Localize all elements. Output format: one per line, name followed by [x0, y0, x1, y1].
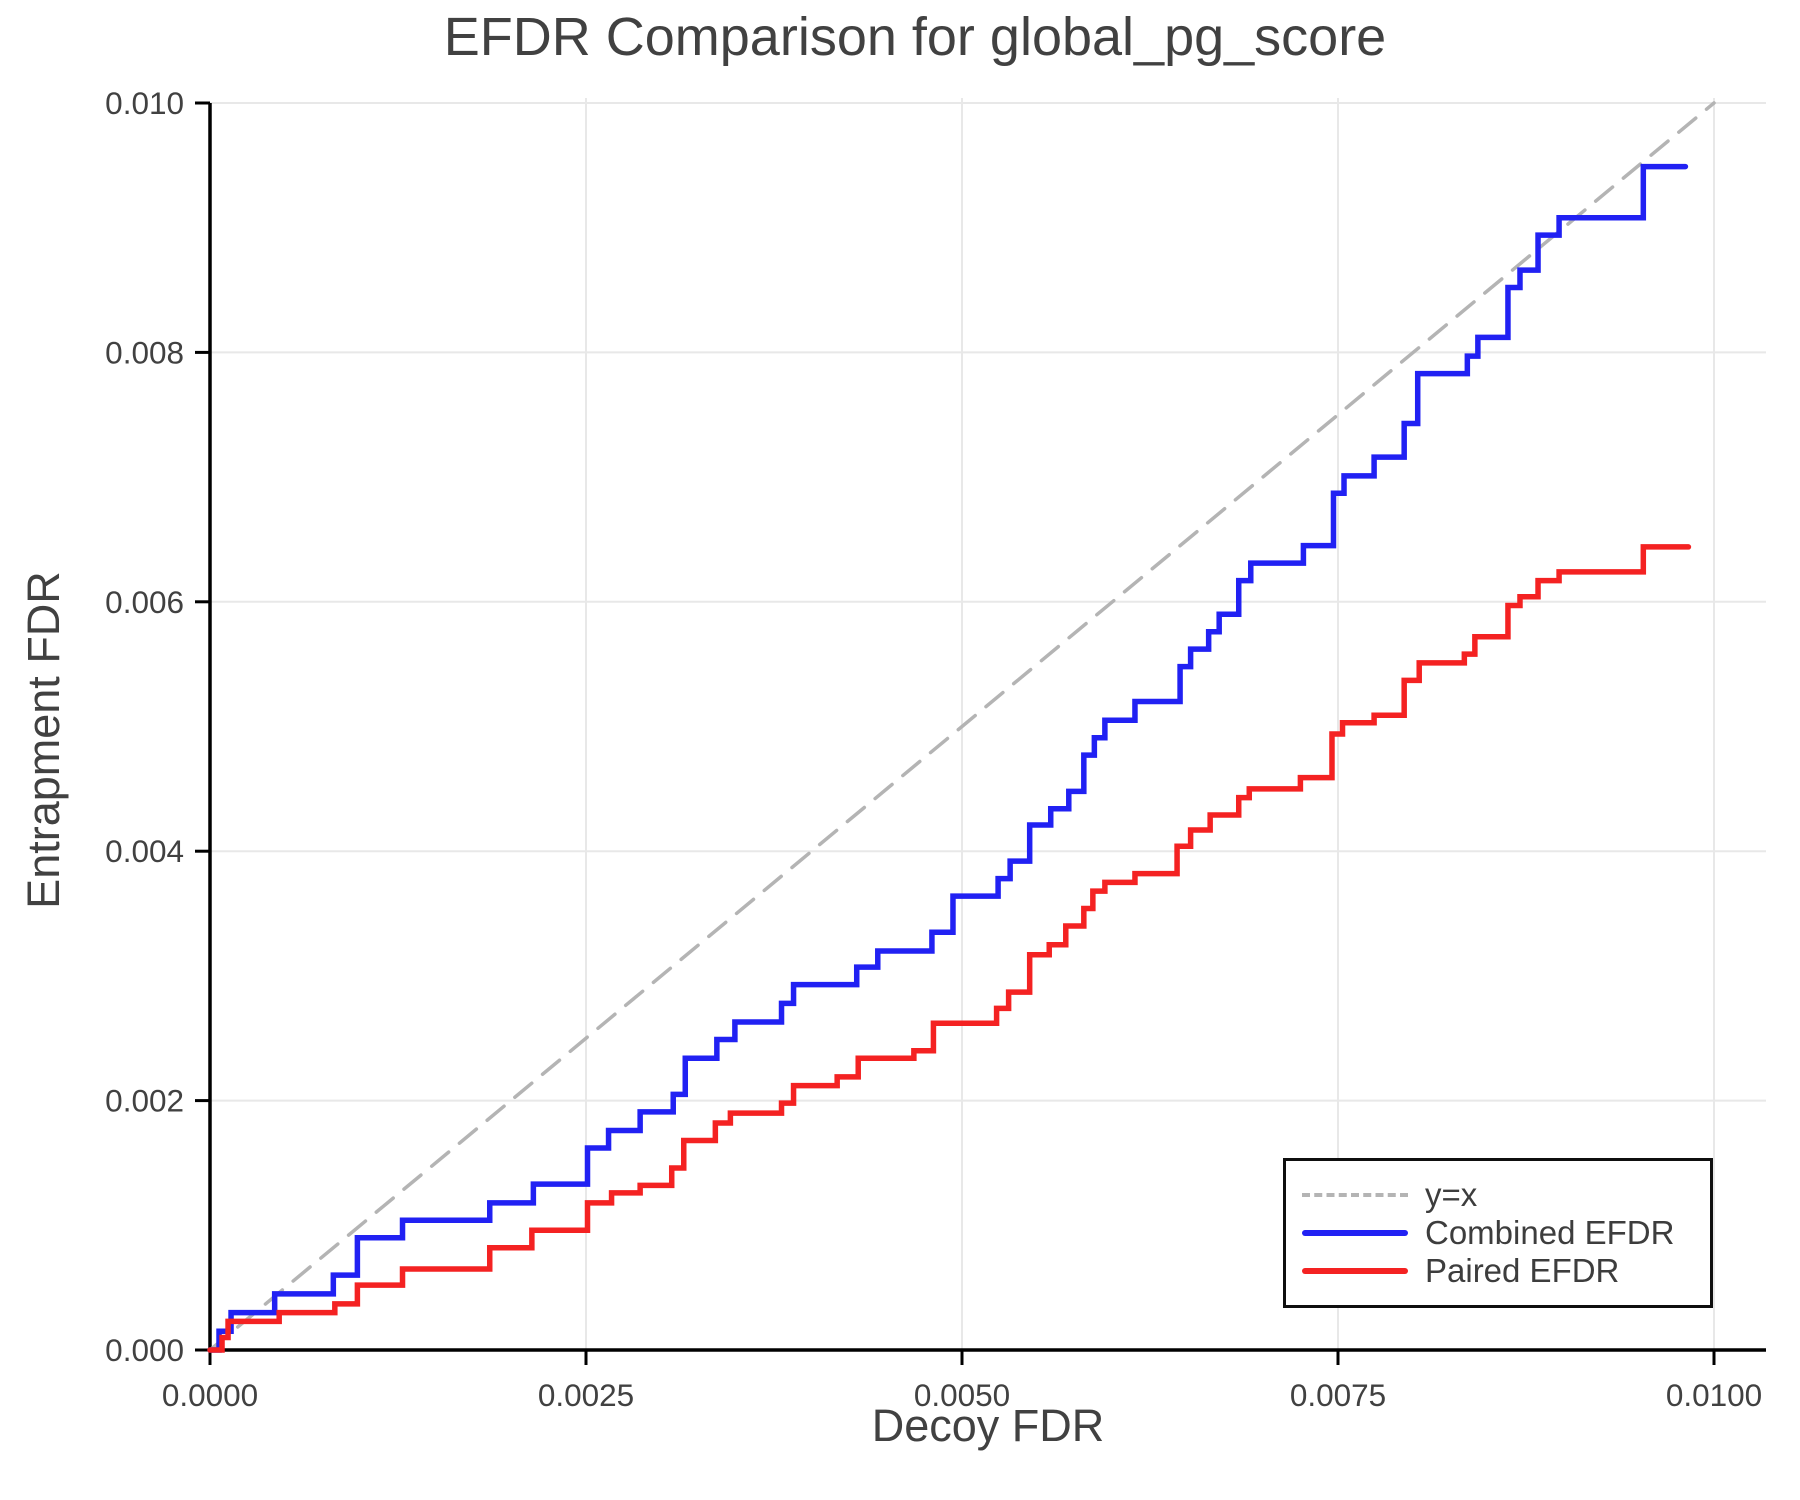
y-tick-label: 0.006 [105, 584, 184, 620]
y-tick-label: 0.010 [105, 85, 184, 121]
series-y-x [208, 101, 1716, 1352]
x-axis-label: Decoy FDR [871, 1400, 1105, 1451]
x-tick-label: 0.0075 [1290, 1377, 1386, 1413]
y-tick-label: 0.004 [105, 833, 184, 869]
series-paired-efdr [207, 544, 1692, 1353]
legend-combined-line-swatch [1302, 1230, 1408, 1236]
legend: y=x Combined EFDR Paired EFDR [1283, 1158, 1713, 1308]
x-tick-label: 0.0000 [162, 1377, 258, 1413]
x-tick-label: 0.0100 [1666, 1377, 1762, 1413]
legend-entry-yx: y=x [1302, 1176, 1710, 1214]
y-tick-label: 0.008 [105, 334, 184, 370]
chart-title: EFDR Comparison for global_pg_score [443, 7, 1387, 67]
legend-entry-paired-efdr: Paired EFDR [1302, 1252, 1710, 1290]
y-tick-label: 0.002 [105, 1083, 184, 1119]
series-combined-efdr [207, 163, 1689, 1353]
legend-label: Combined EFDR [1425, 1213, 1675, 1251]
legend-label: Paired EFDR [1425, 1251, 1620, 1289]
legend-label: y=x [1425, 1175, 1478, 1213]
legend-paired-line-swatch [1302, 1268, 1408, 1274]
legend-entry-combined-efdr: Combined EFDR [1302, 1214, 1710, 1252]
legend-dashed-line-swatch [1302, 1193, 1408, 1197]
y-axis-label: Entrapment FDR [18, 571, 69, 909]
y-tick-label: 0.000 [105, 1332, 184, 1368]
x-tick-label: 0.0025 [538, 1377, 634, 1413]
x-tick-label: 0.0050 [914, 1377, 1010, 1413]
